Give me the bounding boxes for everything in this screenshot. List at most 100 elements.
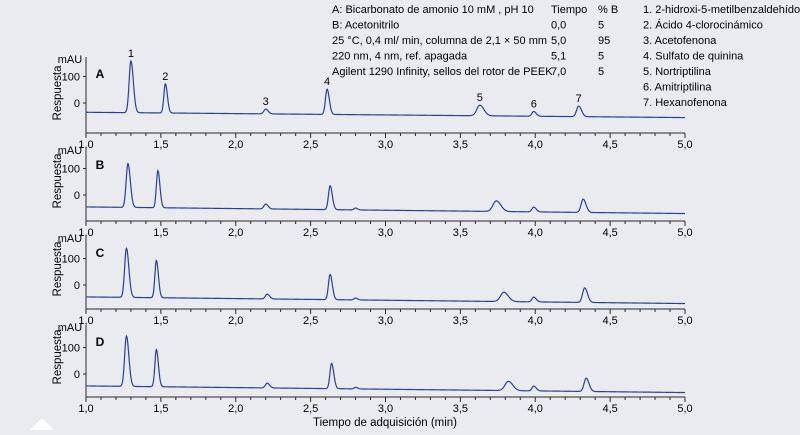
x-tick-label: 2,0: [228, 139, 243, 151]
peak-label: 3: [263, 96, 269, 108]
panel-label: C: [96, 246, 105, 260]
x-tick-label: 1,0: [78, 139, 93, 151]
x-tick-label: 2,0: [228, 227, 243, 239]
x-tick-label: 4,5: [602, 227, 617, 239]
y-tick-label: 100: [62, 254, 80, 266]
gradient-cell: 95: [598, 35, 610, 47]
compound-legend-item: 1. 2-hidroxi-5-metilbenzaldehído: [643, 4, 800, 16]
y-tick-label: 0: [74, 280, 80, 292]
y-unit-label: mAU: [58, 54, 83, 66]
x-tick-label: 4,0: [528, 227, 543, 239]
gradient-cell: 7,0: [551, 66, 566, 78]
x-tick-label: 4,0: [528, 315, 543, 327]
compound-legend-item: 4. Sulfato de quinina: [643, 51, 744, 63]
y-unit-label: mAU: [58, 322, 83, 334]
condition-line: B: Acetonitrilo: [332, 20, 399, 32]
compound-legend-item: 5. Nortriptilina: [643, 66, 712, 78]
x-tick-label: 1,0: [78, 403, 93, 415]
x-tick-label: 4,0: [528, 403, 543, 415]
y-tick-label: 0: [74, 190, 80, 202]
conditions-block: A: Bicarbonato de amonio 10 mM , pH 10 B:…: [332, 4, 553, 78]
y-axis-title: Respuesta: [52, 241, 64, 297]
x-tick-label: 4,0: [528, 139, 543, 151]
condition-line: 220 nm, 4 nm, ref. apagada: [332, 51, 468, 63]
corner-notch-decoration: [30, 418, 54, 430]
y-axis-title: Respuesta: [52, 329, 64, 385]
gradient-cell: 0,0: [551, 20, 566, 32]
x-tick-label: 3,0: [378, 403, 393, 415]
y-tick-label: 100: [62, 164, 80, 176]
x-tick-label: 1,5: [153, 139, 168, 151]
compound-legend-item: 2. Ácido 4-clorocinámico: [643, 19, 763, 32]
y-unit-label: mAU: [58, 145, 83, 157]
x-tick-label: 2,5: [303, 403, 318, 415]
y-axis-title: Respuesta: [52, 153, 64, 209]
peak-label: 5: [477, 92, 483, 104]
gradient-cell: 5: [598, 66, 604, 78]
compound-legend-item: 6. Amitriptilina: [643, 82, 712, 94]
y-axis-title: Respuesta: [52, 65, 64, 121]
chromatogram-trace-a: [86, 59, 686, 119]
x-tick-label: 5,0: [677, 139, 692, 151]
x-tick-label: 2,5: [303, 139, 318, 151]
x-tick-label: 2,5: [303, 227, 318, 239]
x-tick-label: 4,5: [602, 139, 617, 151]
peak-label: 2: [162, 71, 168, 83]
y-tick-label: 0: [74, 98, 80, 110]
compound-legend: 1. 2-hidroxi-5-metilbenzaldehído 2. Ácido…: [643, 4, 800, 109]
y-tick-label: 0: [74, 369, 80, 381]
condition-line: Agilent 1290 Infinity, sellos del rotor …: [332, 66, 553, 78]
y-tick-label: 100: [62, 343, 80, 355]
x-tick-label: 3,5: [453, 403, 468, 415]
x-tick-label: 5,0: [677, 403, 692, 415]
peak-label: 6: [531, 98, 537, 110]
x-tick-label: 5,0: [677, 315, 692, 327]
x-tick-label: 3,0: [378, 139, 393, 151]
x-tick-label: 3,0: [378, 227, 393, 239]
x-axis-title: Tiempo de adquisición (min): [313, 417, 457, 429]
x-tick-label: 3,0: [378, 315, 393, 327]
peak-label: 7: [576, 93, 582, 105]
x-tick-label: 2,0: [228, 315, 243, 327]
x-tick-label: 2,0: [228, 403, 243, 415]
x-tick-label: 2,5: [303, 315, 318, 327]
gradient-header: Tiempo: [551, 4, 587, 16]
peak-label: 1: [128, 48, 134, 60]
x-tick-label: 1,5: [153, 403, 168, 415]
y-tick-label: 100: [62, 72, 80, 84]
compound-legend-item: 7. Hexanofenona: [643, 97, 728, 109]
panel-label: D: [96, 335, 105, 349]
panel-label: B: [96, 158, 105, 172]
x-tick-label: 5,0: [677, 227, 692, 239]
x-tick-label: 3,5: [453, 315, 468, 327]
gradient-cell: 5,0: [551, 35, 566, 47]
x-tick-label: 1,0: [78, 315, 93, 327]
gradient-cell: 5: [598, 20, 604, 32]
x-tick-label: 1,5: [153, 315, 168, 327]
condition-line: A: Bicarbonato de amonio 10 mM , pH 10: [332, 4, 534, 16]
x-tick-label: 3,5: [453, 139, 468, 151]
x-tick-label: 1,0: [78, 227, 93, 239]
panel-label: A: [96, 67, 105, 81]
compound-legend-item: 3. Acetofenona: [643, 35, 717, 47]
x-tick-label: 4,5: [602, 315, 617, 327]
peak-label: 4: [324, 76, 330, 88]
chromatogram-trace-b: [86, 162, 685, 215]
chromatogram-trace-c: [86, 247, 685, 305]
condition-line: 25 °C, 0,4 ml/ min, columna de 2,1 × 50 …: [332, 35, 547, 47]
chromatogram-trace-d: [86, 334, 685, 394]
gradient-table: Tiempo % B 0,0 5 5,0 95 5,1 5 7,0 5: [551, 4, 618, 78]
x-tick-label: 1,5: [153, 227, 168, 239]
y-unit-label: mAU: [58, 233, 83, 245]
gradient-cell: 5,1: [551, 51, 566, 63]
gradient-cell: 5: [598, 51, 604, 63]
x-tick-label: 4,5: [602, 403, 617, 415]
x-tick-label: 3,5: [453, 227, 468, 239]
